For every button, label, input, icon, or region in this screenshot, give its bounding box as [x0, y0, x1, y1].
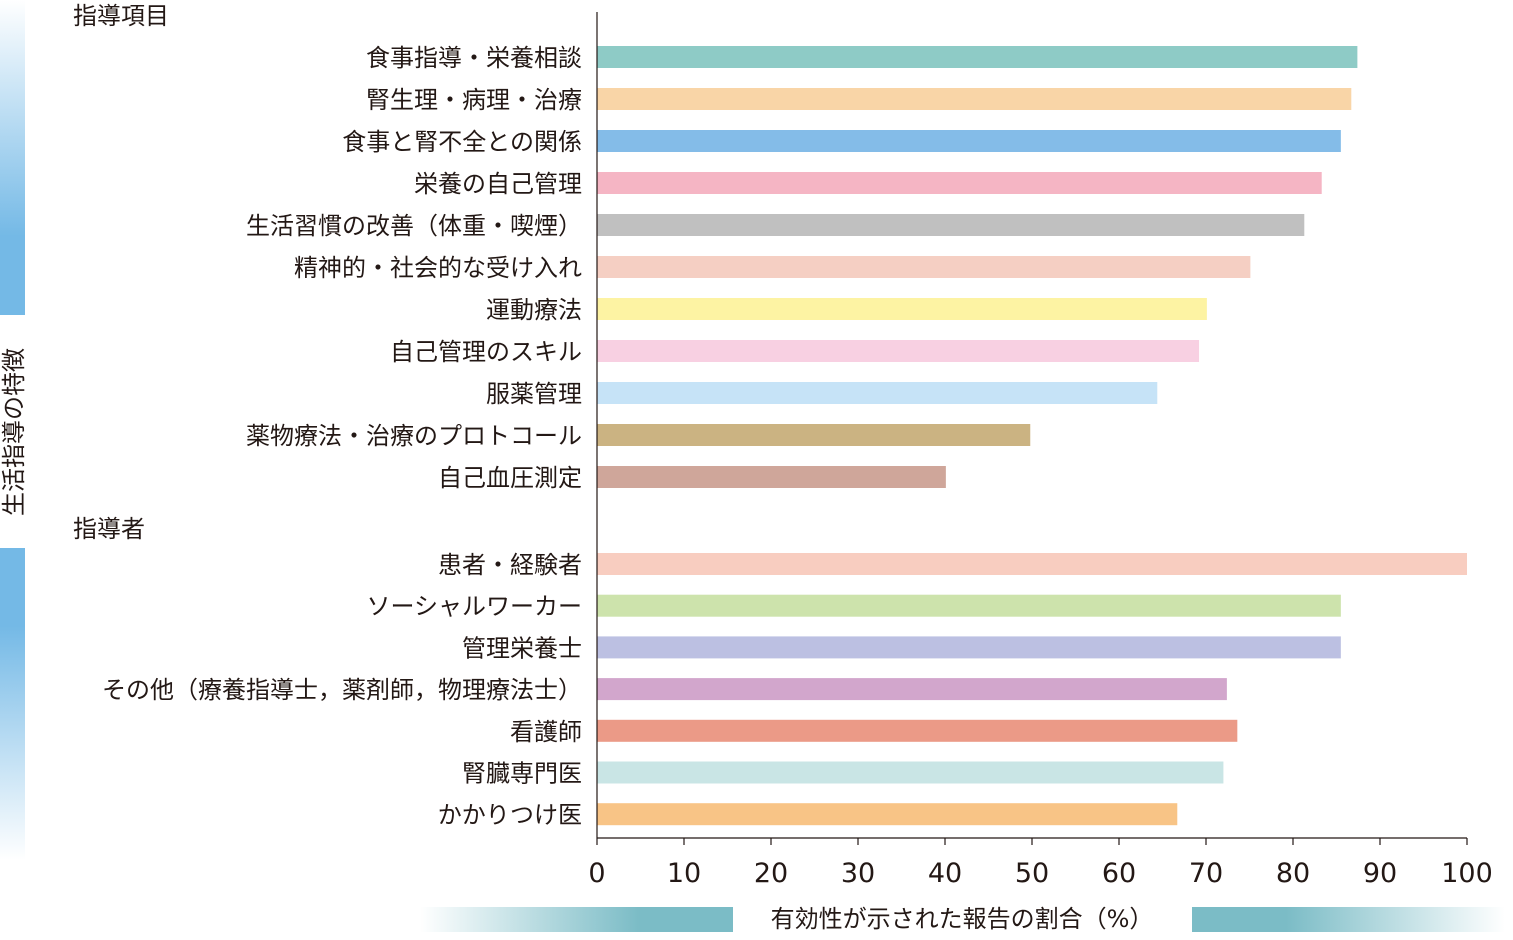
category-label: 薬物療法・治療のプロトコール — [246, 422, 582, 450]
x-tick-label: 80 — [1276, 858, 1310, 889]
bar — [597, 172, 1322, 194]
category-label: 患者・経験者 — [438, 551, 582, 579]
xlabel-band-left — [420, 907, 733, 932]
bar — [597, 46, 1358, 68]
category-label: 精神的・社会的な受け入れ — [294, 254, 582, 282]
category-label: 自己管理のスキル — [390, 338, 582, 366]
category-label: かかりつけ医 — [438, 801, 582, 829]
bar — [597, 466, 946, 488]
category-label: 生活習慣の改善（体重・喫煙） — [246, 212, 582, 240]
category-label: ソーシャルワーカー — [366, 593, 582, 621]
bar — [597, 256, 1251, 278]
bar — [597, 636, 1341, 659]
group-title: 指導項目 — [73, 2, 169, 30]
bar — [597, 214, 1305, 236]
side-band-top — [0, 0, 25, 315]
category-label: 管理栄養士 — [462, 634, 582, 662]
x-tick-label: 90 — [1363, 858, 1397, 889]
bar — [597, 761, 1224, 784]
side-label: 生活指導の特徴 — [0, 348, 28, 516]
x-tick-label: 20 — [754, 858, 788, 889]
category-label: 運動療法 — [486, 296, 582, 324]
bar — [597, 678, 1227, 701]
x-tick-label: 40 — [928, 858, 962, 889]
category-label: 看護師 — [510, 718, 582, 746]
category-label: 自己血圧測定 — [438, 464, 582, 492]
bar — [597, 553, 1467, 575]
x-tick-label: 30 — [841, 858, 875, 889]
category-label: 栄養の自己管理 — [414, 170, 582, 198]
category-label: 食事と腎不全との関係 — [342, 128, 582, 156]
bar — [597, 340, 1200, 362]
xlabel-band-right — [1192, 907, 1505, 932]
bar — [597, 382, 1158, 404]
category-label: 食事指導・栄養相談 — [366, 44, 582, 72]
x-axis-label: 有効性が示された報告の割合（%） — [771, 905, 1154, 933]
bar — [597, 803, 1178, 826]
bar — [597, 719, 1238, 742]
group-title: 指導者 — [73, 515, 145, 543]
bar — [597, 424, 1031, 446]
bar — [597, 298, 1207, 320]
bar — [597, 130, 1341, 152]
x-tick-label: 70 — [1189, 858, 1223, 889]
x-tick-label: 60 — [1102, 858, 1136, 889]
x-tick-label: 10 — [667, 858, 701, 889]
x-tick-label: 100 — [1441, 858, 1493, 889]
x-tick-label: 0 — [588, 858, 605, 889]
bar — [597, 88, 1352, 110]
category-label: その他（療養指導士，薬剤師，物理療法士） — [102, 676, 582, 704]
category-label: 腎生理・病理・治療 — [366, 86, 582, 114]
category-label: 腎臓専門医 — [462, 760, 582, 788]
category-label: 服薬管理 — [486, 380, 582, 408]
x-tick-label: 50 — [1015, 858, 1049, 889]
bar — [597, 594, 1341, 617]
side-band-bottom — [0, 548, 25, 860]
